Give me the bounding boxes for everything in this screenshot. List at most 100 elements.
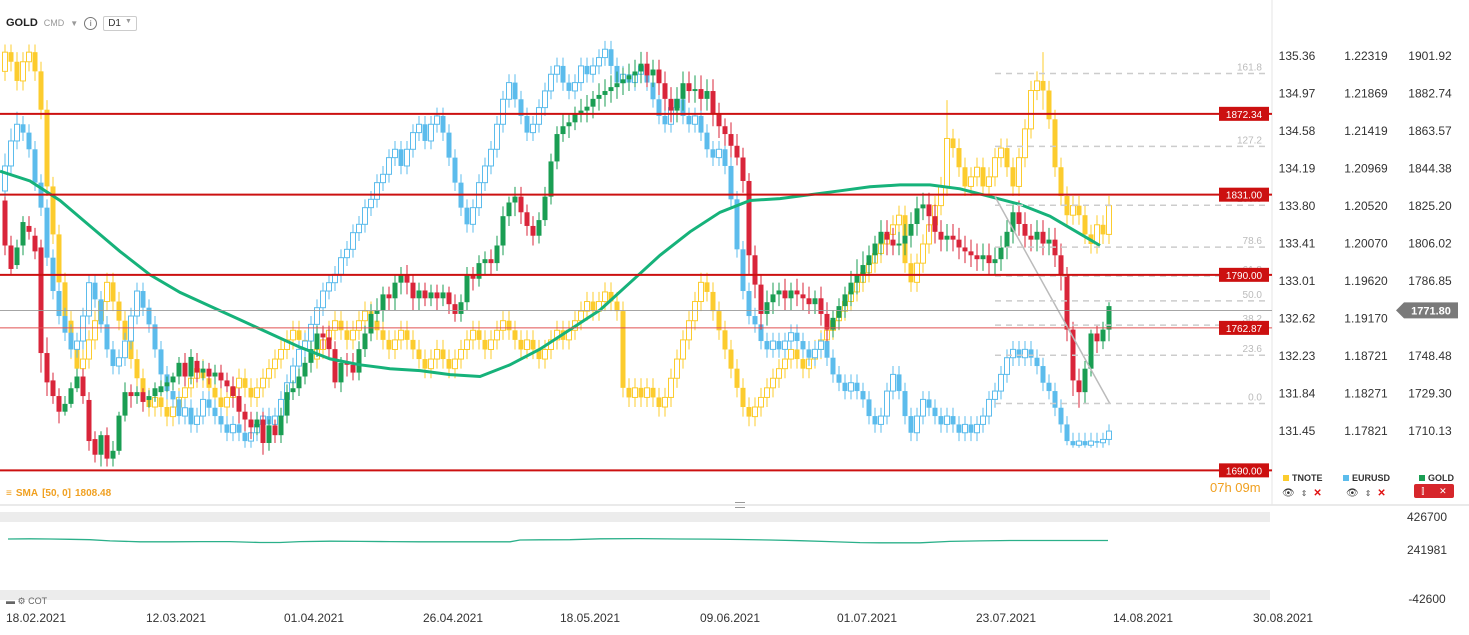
candle-body xyxy=(386,294,392,299)
candle xyxy=(326,274,332,300)
candle xyxy=(998,366,1004,400)
eye-icon[interactable]: 👁 xyxy=(1282,488,1295,499)
candle-body xyxy=(1070,205,1076,216)
candle xyxy=(674,349,680,388)
candle xyxy=(488,330,494,360)
candle xyxy=(686,311,692,350)
candle-body xyxy=(536,107,542,125)
candle xyxy=(1022,341,1028,367)
candle-body xyxy=(668,377,674,398)
candle-body xyxy=(902,391,908,417)
candle-body xyxy=(776,290,782,295)
candle-body xyxy=(764,387,770,398)
candle xyxy=(152,382,158,402)
candle-body xyxy=(386,157,392,175)
candle-body xyxy=(500,320,506,331)
candle xyxy=(1094,325,1100,354)
candle-body xyxy=(938,185,944,207)
gold-tick: 1844.38 xyxy=(1408,162,1452,176)
candle xyxy=(746,173,752,275)
candle xyxy=(422,115,428,150)
candle xyxy=(974,243,980,271)
candle-body xyxy=(410,132,416,150)
gear-icon[interactable]: ⚙ xyxy=(17,596,26,606)
candle xyxy=(980,407,986,433)
candle-body xyxy=(230,423,236,434)
symbol-label[interactable]: GOLD xyxy=(6,17,38,29)
close-icon[interactable]: ✕ xyxy=(1377,488,1386,499)
close-icon[interactable]: ✕ xyxy=(1439,485,1447,496)
time-axis: 18.02.2021 12.03.2021 01.04.2021 26.04.2021… xyxy=(6,611,1313,625)
candle-body xyxy=(830,317,836,330)
level-tag-bg xyxy=(1219,106,1269,121)
candle xyxy=(686,107,692,133)
candle-body xyxy=(422,290,428,299)
reorder-icon[interactable]: ⇕ xyxy=(1364,489,1372,498)
candle-body xyxy=(1070,441,1076,446)
menu-icon[interactable]: ▬ xyxy=(6,596,15,606)
candle xyxy=(176,391,182,425)
candle xyxy=(662,107,668,133)
candle-body xyxy=(956,239,962,248)
candle xyxy=(122,382,128,422)
candle-body xyxy=(578,65,584,84)
candle-body xyxy=(416,123,422,134)
legend-tnote-label: TNOTE xyxy=(1292,473,1323,483)
candle xyxy=(1022,212,1028,248)
info-icon[interactable]: i xyxy=(84,16,98,30)
timeframe-value: D1 xyxy=(108,17,121,29)
candle-body xyxy=(1034,357,1040,367)
level-tag-text: 1790.00 xyxy=(1226,271,1263,282)
candle xyxy=(14,111,20,150)
candle xyxy=(578,98,584,123)
candle-settings-icon[interactable]: ⫿ xyxy=(1421,485,1425,496)
candle xyxy=(410,274,416,311)
close-icon[interactable]: ✕ xyxy=(1313,488,1322,499)
candle xyxy=(44,337,50,397)
candle-body xyxy=(986,255,992,264)
candle xyxy=(908,253,914,292)
candle-body xyxy=(686,83,692,92)
horizontal-levels[interactable]: 1872.34 1831.00 1790.00 1762.87 1690.00 1771.… xyxy=(0,106,1458,478)
cot-tick: 426700 xyxy=(1407,510,1447,524)
candle-body xyxy=(26,51,32,63)
candle xyxy=(848,270,854,307)
candle xyxy=(944,223,950,252)
reorder-icon[interactable]: ⇕ xyxy=(1300,489,1308,498)
candle-body xyxy=(914,208,920,224)
candle xyxy=(8,128,14,175)
candle xyxy=(92,311,98,350)
candle xyxy=(950,128,956,158)
candle-body xyxy=(236,396,242,412)
candle xyxy=(818,286,824,326)
candle-body xyxy=(548,73,554,92)
candle-body xyxy=(62,282,68,321)
sma-indicator-label[interactable]: ≡ SMA [50, 0] 1808.48 xyxy=(6,488,111,499)
candle xyxy=(692,75,698,103)
candle-body xyxy=(380,173,386,184)
candle-body xyxy=(956,424,962,433)
date-tick: 14.08.2021 xyxy=(1113,611,1173,625)
candle-body xyxy=(968,176,974,187)
candle xyxy=(380,320,386,350)
date-tick: 18.05.2021 xyxy=(560,611,620,625)
timeframe-select[interactable]: D1 ▼ xyxy=(103,15,137,31)
candle xyxy=(854,374,860,400)
cot-indicator-label[interactable]: ▬ ⚙ COT xyxy=(6,596,47,607)
candle xyxy=(248,378,254,408)
candle-body xyxy=(188,356,194,377)
menu-icon[interactable]: ≡ xyxy=(6,488,12,499)
candle xyxy=(1058,243,1064,291)
candle xyxy=(956,227,962,260)
chevron-down-icon[interactable]: ▼ xyxy=(70,18,79,28)
eurusd-tick: 1.20520 xyxy=(1344,199,1388,213)
eye-icon[interactable]: 👁 xyxy=(1346,488,1359,499)
candle xyxy=(188,349,194,385)
candle xyxy=(536,339,542,369)
candle-body xyxy=(1034,80,1040,92)
candle-body xyxy=(170,391,176,400)
candle xyxy=(614,291,620,321)
panel-resize-handle[interactable] xyxy=(735,502,745,508)
candle-body xyxy=(656,69,662,84)
